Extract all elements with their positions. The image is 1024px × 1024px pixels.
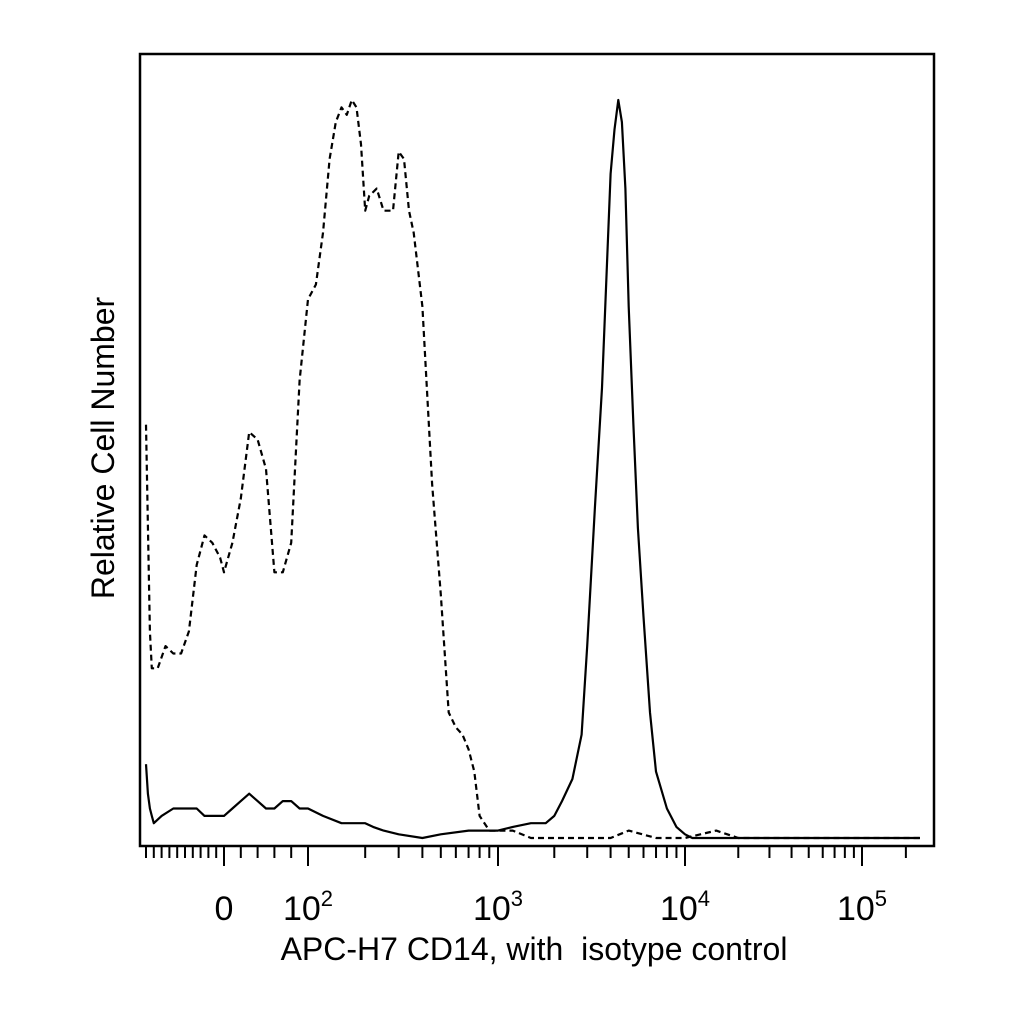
- y-axis-title: Relative Cell Number: [85, 296, 121, 599]
- x-tick-label-exponent: 3: [511, 886, 523, 911]
- x-tick-label: 105: [837, 886, 887, 928]
- x-tick-label-base: 10: [837, 890, 875, 928]
- x-tick-label: 102: [283, 886, 333, 928]
- x-tick-label: 103: [473, 886, 523, 928]
- x-axis-ticks: [145, 846, 907, 866]
- cd14-histogram-line: [144, 98, 920, 840]
- isotype-control-histogram-line: [144, 98, 920, 840]
- x-axis-tick-labels: 0 102 103 104 105: [215, 886, 888, 928]
- x-tick-label: 0: [215, 890, 234, 928]
- x-tick-label-base: 10: [473, 890, 511, 928]
- x-tick-label-exponent: 5: [875, 886, 887, 911]
- x-tick-label-base: 10: [660, 890, 698, 928]
- x-axis-title: APC-H7 CD14, with isotype control: [281, 931, 788, 967]
- plot-frame: [138, 52, 936, 848]
- x-tick-label: 104: [660, 886, 710, 928]
- x-tick-label-base: 10: [283, 890, 321, 928]
- series-layer: [144, 98, 920, 840]
- x-tick-label-exponent: 4: [698, 886, 710, 911]
- x-tick-label-exponent: 2: [321, 886, 333, 911]
- x-tick-label-base: 0: [215, 890, 234, 928]
